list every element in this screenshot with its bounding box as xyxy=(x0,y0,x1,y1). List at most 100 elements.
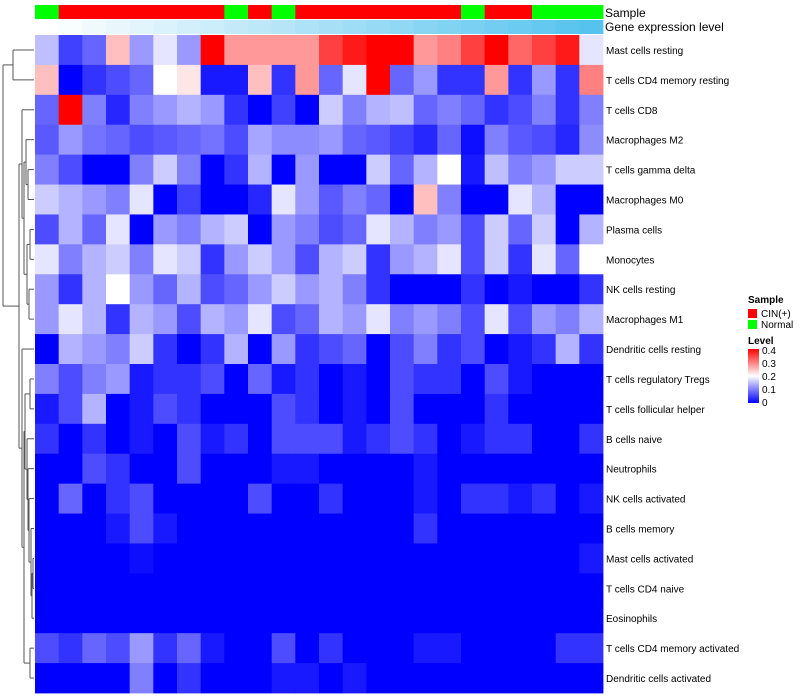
heatmap-cell xyxy=(390,35,415,66)
heatmap-cell xyxy=(271,573,296,604)
heatmap-cell xyxy=(437,35,462,66)
heatmap-cell xyxy=(271,513,296,544)
heatmap-cell xyxy=(461,513,486,544)
heatmap-cell xyxy=(437,274,462,305)
heatmap-cell xyxy=(342,274,367,305)
heatmap-cell xyxy=(342,154,367,185)
heatmap-cell xyxy=(271,124,296,156)
sample-annotation-cell xyxy=(508,5,533,19)
heatmap-cell xyxy=(579,334,604,365)
heatmap-cell xyxy=(177,483,202,514)
heatmap-cell xyxy=(413,94,438,126)
heatmap-cell xyxy=(366,184,391,215)
heatmap-cell xyxy=(224,154,249,185)
heatmap-cell xyxy=(579,573,604,604)
heatmap-cell xyxy=(224,453,249,485)
heatmap-cell xyxy=(177,94,202,126)
heatmap-cell xyxy=(579,633,604,664)
heatmap-cell xyxy=(508,573,533,604)
heatmap-cell xyxy=(248,364,273,395)
heatmap-cell xyxy=(532,214,557,245)
row-label: Macrophages M2 xyxy=(606,136,684,147)
row-label: T cells regulatory Tregs xyxy=(606,375,710,386)
heatmap-cell xyxy=(153,64,178,96)
heatmap-cell xyxy=(555,334,580,365)
heatmap-cell xyxy=(177,124,202,156)
sample-annotation-cell xyxy=(413,5,438,19)
heatmap-cell xyxy=(342,214,367,245)
heatmap-cell xyxy=(508,334,533,365)
heatmap-cell xyxy=(58,603,83,634)
heatmap-cell xyxy=(390,423,415,455)
heatmap-cell xyxy=(532,124,557,156)
heatmap-cell xyxy=(271,483,296,514)
heatmap-cell xyxy=(35,513,60,544)
heatmap-cell xyxy=(82,364,107,395)
heatmap-cell xyxy=(508,214,533,245)
heatmap-cell xyxy=(555,94,580,126)
heatmap-cell xyxy=(271,334,296,365)
heatmap-cell xyxy=(555,304,580,335)
level-tick-label: 0.3 xyxy=(762,359,776,370)
heatmap-cell xyxy=(342,364,367,395)
heatmap-cell xyxy=(579,543,604,574)
heatmap-cell xyxy=(484,274,509,305)
heatmap-cell xyxy=(579,483,604,514)
heatmap-cell xyxy=(224,35,249,66)
expression-annotation-cell xyxy=(437,20,462,34)
heatmap-cell xyxy=(366,124,391,156)
heatmap-cell xyxy=(35,633,60,664)
heatmap-cell xyxy=(484,513,509,544)
sample-annotation-cell xyxy=(366,5,391,19)
heatmap-cell xyxy=(82,64,107,96)
heatmap-cell xyxy=(224,214,249,245)
heatmap-cell xyxy=(508,603,533,634)
heatmap-cell xyxy=(106,483,131,514)
heatmap-cell xyxy=(35,364,60,395)
heatmap-cell xyxy=(484,453,509,485)
heatmap-cell xyxy=(106,304,131,335)
heatmap-cell xyxy=(271,64,296,96)
heatmap-cell xyxy=(35,423,60,455)
heatmap-cell xyxy=(106,603,131,634)
heatmap-cell xyxy=(35,393,60,425)
heatmap-cell xyxy=(437,573,462,604)
heatmap-cell xyxy=(271,393,296,425)
heatmap-cell xyxy=(366,483,391,514)
heatmap-cell xyxy=(413,274,438,305)
heatmap-cell xyxy=(532,35,557,66)
heatmap-cell xyxy=(342,603,367,634)
heatmap-cell xyxy=(248,423,273,455)
heatmap-cell xyxy=(200,274,225,305)
heatmap-cell xyxy=(579,364,604,395)
heatmap-cell xyxy=(295,304,320,335)
heatmap-cell xyxy=(177,214,202,245)
heatmap-cell xyxy=(413,423,438,455)
heatmap-cell xyxy=(200,393,225,425)
heatmap-cell xyxy=(106,364,131,395)
heatmap-cell xyxy=(390,364,415,395)
expression-annotation-cell xyxy=(129,20,154,34)
heatmap-cell xyxy=(579,214,604,245)
heatmap-cell xyxy=(58,94,83,126)
heatmap-cell xyxy=(106,244,131,275)
expression-annotation-cell xyxy=(82,20,107,34)
heatmap-cell xyxy=(437,94,462,126)
heatmap-cell xyxy=(200,244,225,275)
heatmap-cell xyxy=(461,244,486,275)
sample-annotation-cell xyxy=(224,5,249,19)
heatmap-cell xyxy=(555,663,580,694)
heatmap-cell xyxy=(508,423,533,455)
heatmap-cell xyxy=(153,184,178,215)
heatmap-cell xyxy=(342,184,367,215)
heatmap-cell xyxy=(390,334,415,365)
heatmap-cell xyxy=(153,543,178,574)
heatmap-cell xyxy=(153,393,178,425)
heatmap-cell xyxy=(342,334,367,365)
heatmap-cell xyxy=(366,304,391,335)
expression-annotation-cell xyxy=(319,20,344,34)
expression-annotation-cell xyxy=(484,20,509,34)
heatmap-cell xyxy=(366,543,391,574)
heatmap-cell xyxy=(129,304,154,335)
heatmap-cell xyxy=(413,64,438,96)
